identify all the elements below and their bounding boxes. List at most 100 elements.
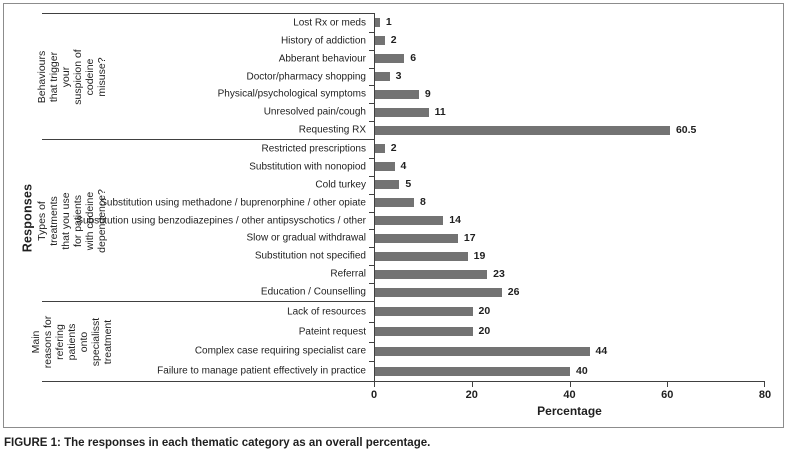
category-label: Doctor/pharmacy shopping <box>246 71 366 82</box>
figure-caption-label: FIGURE 1: <box>4 437 61 449</box>
category-label: Cold turkey <box>315 179 366 191</box>
bar <box>375 306 473 316</box>
chart-group: Behaviours that trigger your suspicion o… <box>36 13 765 140</box>
x-axis-tick <box>764 382 765 387</box>
x-axis-tick <box>374 382 375 387</box>
category-tick: Requesting RX <box>102 121 374 140</box>
x-axis-area: Percentage 0 20 40 60 80 <box>42 382 771 422</box>
category-tick: Pateint request <box>102 322 374 343</box>
category-label: Physical/psychological symptoms <box>217 88 366 100</box>
bar-value-label: 11 <box>434 106 446 118</box>
x-axis-tick-label: 60 <box>661 389 674 401</box>
bar <box>375 17 380 27</box>
bar <box>375 346 590 356</box>
category-tick: Restricted prescriptions <box>102 140 374 159</box>
category-label: Failure to manage patient effectively in… <box>157 365 366 377</box>
category-label: Lost Rx or meds <box>293 17 366 29</box>
category-tick: Substitution with nonopiod <box>102 158 374 177</box>
bar <box>375 71 390 81</box>
category-label: Substitution using methadone / buprenorp… <box>100 197 366 209</box>
bar-value-label: 3 <box>395 70 402 82</box>
category-tick: Substitution not specified <box>102 247 374 267</box>
bar <box>375 107 429 117</box>
figure-caption: FIGURE 1: The responses in each thematic… <box>4 437 430 449</box>
bar <box>375 366 570 376</box>
bar-row: 44 <box>375 341 765 361</box>
x-axis-tick <box>569 382 571 387</box>
bar-chart: Responses Behaviours that trigger your s… <box>12 13 771 422</box>
x-axis-tick-label: 20 <box>465 389 478 401</box>
category-tick: Physical/psychological symptoms <box>102 85 374 105</box>
bar-value-label: 26 <box>507 286 520 298</box>
category-label: Requesting RX <box>298 124 366 136</box>
bar <box>375 53 405 63</box>
bar <box>375 89 419 99</box>
bar <box>375 161 395 171</box>
category-tick: History of addiction <box>102 32 374 51</box>
bar-value-label: 4 <box>400 160 407 172</box>
bar-row: 40 <box>375 361 765 381</box>
category-tick: Unresolved pain/cough <box>102 103 374 123</box>
bar-row: 60.5 <box>375 121 765 139</box>
bar-row: 26 <box>375 283 765 301</box>
bar-row: 20 <box>375 321 765 341</box>
category-label: History of addiction <box>280 35 366 47</box>
bar-value-label: 19 <box>473 250 486 262</box>
bar <box>375 215 444 225</box>
bar-row: 9 <box>375 85 765 103</box>
category-label: Pateint request <box>298 326 366 338</box>
bar-row: 11 <box>375 103 765 121</box>
bar-row: 19 <box>375 247 765 265</box>
figure-frame: Responses Behaviours that trigger your s… <box>3 3 784 428</box>
bar-row: 5 <box>375 175 765 193</box>
bar-row: 6 <box>375 49 765 67</box>
bar-row: 1 <box>375 13 765 31</box>
x-axis-tick-label: 0 <box>370 389 378 401</box>
bar <box>375 251 468 261</box>
category-tick: Referral <box>102 265 374 285</box>
bar-row: 14 <box>375 211 765 229</box>
x-axis-spacer <box>42 382 374 422</box>
category-label: Substitution not specified <box>254 250 366 262</box>
y-axis-title: Responses <box>20 183 34 252</box>
bar-value-label: 17 <box>463 232 476 244</box>
category-label: Complex case requiring specialist care <box>194 345 366 357</box>
bar-row: 23 <box>375 265 765 283</box>
bar-value-label: 23 <box>493 268 505 280</box>
chart-group: Types of treatments that you use for pat… <box>36 139 765 302</box>
bar-value-label: 2 <box>390 142 397 154</box>
bar-value-label: 9 <box>424 88 431 100</box>
bar-value-label: 1 <box>385 16 392 28</box>
category-tick: Substitution using methadone / buprenorp… <box>100 194 374 213</box>
category-tick: Complex case requiring specialist care <box>102 342 374 362</box>
bar-value-label: 20 <box>478 305 491 317</box>
bar <box>375 269 488 279</box>
x-axis-line <box>42 381 765 382</box>
category-label: Education / Counselling <box>260 286 366 298</box>
category-tick: Substitution using benzodiazepines / oth… <box>76 212 374 231</box>
bar <box>375 143 385 153</box>
bar-value-label: 5 <box>405 178 412 190</box>
bar <box>375 35 385 45</box>
bar-row: 2 <box>375 31 765 49</box>
category-tick: Failure to manage patient effectively in… <box>102 361 374 382</box>
category-label: Substitution using benzodiazepines / oth… <box>76 215 366 226</box>
x-axis-title: Percentage <box>537 404 602 418</box>
category-label: Substitution with nonopiod <box>249 161 366 173</box>
bar <box>375 125 670 135</box>
bar-value-label: 8 <box>420 196 426 208</box>
x-axis-scale: Percentage 0 20 40 60 80 <box>370 382 771 422</box>
bar-row: 4 <box>375 157 765 175</box>
x-axis-tick-label: 80 <box>758 389 772 401</box>
category-tick: Lost Rx or meds <box>102 14 374 33</box>
category-label: Referral <box>330 268 366 280</box>
bar-value-label: 40 <box>576 365 588 377</box>
bar-value-label: 20 <box>478 325 491 337</box>
bar-value-label: 2 <box>390 34 397 46</box>
bar <box>375 179 400 189</box>
category-label: Lack of resources <box>287 306 366 318</box>
bar-value-label: 6 <box>410 52 417 64</box>
x-axis-tick <box>667 382 669 387</box>
bar <box>375 197 414 207</box>
category-label: Unresolved pain/cough <box>263 106 366 118</box>
